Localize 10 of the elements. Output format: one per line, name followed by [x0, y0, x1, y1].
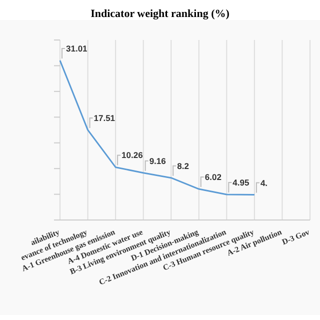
x-tick-label: D-3 Gov — [280, 228, 311, 247]
data-label: 8.2 — [177, 160, 190, 171]
chart-title: Indicator weight ranking (%) — [90, 8, 230, 20]
data-label: 10.26 — [122, 150, 144, 160]
annotation: 4. — [260, 178, 268, 188]
data-label: 6.02 — [204, 172, 222, 182]
data-label: 9.16 — [149, 156, 166, 166]
data-label: 31.01 — [66, 44, 88, 54]
data-label: 17.51 — [94, 112, 116, 123]
data-label: 4.95 — [232, 178, 250, 188]
